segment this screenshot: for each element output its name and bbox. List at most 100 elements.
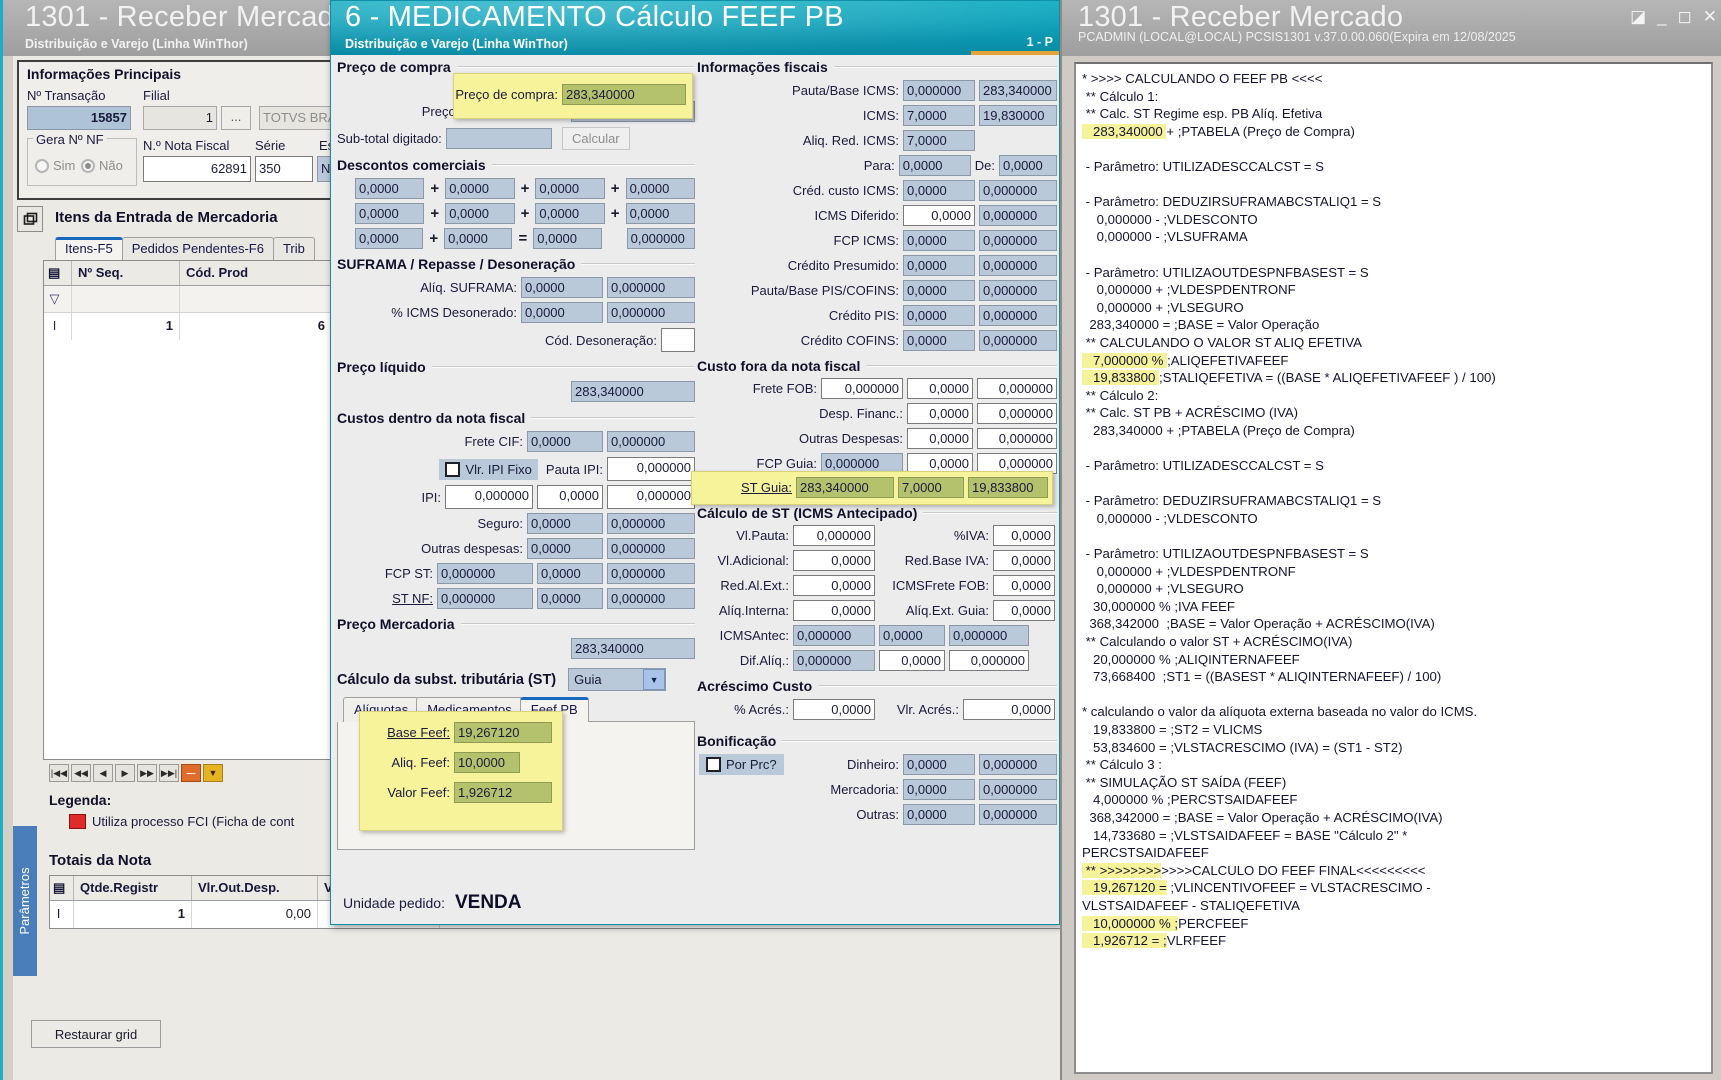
aliq-red-icms-input[interactable]: 7,0000 [903,130,975,151]
desconto-3-1-input[interactable]: 0,0000 [355,228,424,249]
tab-feef-pb[interactable]: Feef PB [519,697,589,722]
sidebar-item-parametros[interactable]: Parâmetros [13,826,37,976]
credito-cofins-input-2[interactable]: 0,000000 [979,330,1057,351]
fcp-st-input-1[interactable]: 0,000000 [437,563,533,584]
filial-input[interactable]: 1 [143,106,217,130]
desconto-1-2-input[interactable]: 0,0000 [445,178,515,199]
icms-desonerado-input-2[interactable]: 0,000000 [607,302,695,323]
icms-frete-fob-input[interactable]: 0,0000 [993,575,1055,596]
nota-fiscal-input[interactable]: 62891 [143,156,251,182]
dif-aliq-input-1[interactable]: 0,000000 [793,650,875,671]
desconto-1-4-input[interactable]: 0,0000 [625,178,695,199]
radio-sim[interactable]: Sim [35,158,75,173]
st-calc-combo[interactable]: Guia ▼ [568,668,667,691]
calculation-log-box[interactable]: * >>>> CALCULANDO O FEEF PB <<<< ** Cálc… [1074,62,1713,1074]
radio-nao[interactable]: Não [81,158,123,173]
seguro-input-1[interactable]: 0,0000 [527,513,603,534]
totais-menu-icon[interactable]: ▤ [50,876,74,900]
grid-menu-icon[interactable]: ▤ [44,261,72,285]
desconto-2-3-input[interactable]: 0,0000 [535,203,605,224]
nav-prev-button[interactable]: ◀ [93,764,113,782]
frete-fob-input-3[interactable]: 0,000000 [977,378,1057,399]
st-nf-label[interactable]: ST NF: [392,591,433,606]
vlr-ipi-fixo-checkbox[interactable]: Vlr. IPI Fixo [439,458,538,480]
tab-itens-f5[interactable]: Itens-F5 [55,237,123,260]
calcular-button[interactable]: Calcular [561,127,630,150]
aliq-feef-input[interactable]: 10,0000 [454,752,520,773]
desconto-3-3-input[interactable]: 0,0000 [533,228,602,249]
aliq-suframa-input-1[interactable]: 0,0000 [521,277,603,298]
valor-feef-input[interactable]: 1,926712 [454,782,552,803]
mercadoria-input-1[interactable]: 0,0000 [903,779,975,800]
grid-col-cod-prod[interactable]: Cód. Prod [180,261,332,285]
aliq-suframa-input-2[interactable]: 0,000000 [607,277,695,298]
minimize-icon[interactable]: _ [1657,7,1667,26]
red-al-ext-input[interactable]: 0,0000 [793,575,875,596]
close-icon[interactable]: ✕ [1702,7,1717,26]
cred-custo-icms-input-1[interactable]: 0,0000 [903,180,975,201]
base-feef-input[interactable]: 19,267120 [454,722,552,743]
outras-despesas-input-1[interactable]: 0,0000 [527,538,603,559]
fcp-icms-input-2[interactable]: 0,000000 [979,230,1057,251]
st-nf-input-2[interactable]: 0,0000 [537,588,603,609]
desconto-2-4-input[interactable]: 0,0000 [625,203,695,224]
filter-funnel-icon[interactable]: ▽ [44,286,72,312]
ipi-input-3[interactable]: 0,000000 [607,485,695,509]
nav-next-button[interactable]: ▶ [115,764,135,782]
grid-navigator[interactable]: |◀◀ ◀◀ ◀ ▶ ▶▶ ▶▶| — ▼ [49,764,225,782]
icms-input-1[interactable]: 7,0000 [903,105,975,126]
por-prc-checkbox[interactable]: Por Prc? [699,754,784,775]
serie-input[interactable]: 350 [255,156,313,182]
icms-diferido-input-1[interactable]: 0,0000 [903,205,975,226]
desconto-2-2-input[interactable]: 0,0000 [445,203,515,224]
credito-pis-input-2[interactable]: 0,000000 [979,305,1057,326]
cod-desoneracao-input[interactable] [661,328,695,352]
seguro-input-2[interactable]: 0,000000 [607,513,695,534]
credito-pis-input-1[interactable]: 0,0000 [903,305,975,326]
totais-col-out-desp[interactable]: Vlr.Out.Desp. [192,876,318,900]
fcp-st-input-3[interactable]: 0,000000 [607,563,695,584]
outras-despesas-fora-input-1[interactable]: 0,0000 [907,428,973,449]
ipi-input-2[interactable]: 0,0000 [537,485,603,509]
pct-acres-input[interactable]: 0,0000 [793,699,875,720]
restore-icon[interactable]: ◪ [1630,7,1647,26]
desp-financ-input-1[interactable]: 0,0000 [907,403,973,424]
nav-prev-page-button[interactable]: ◀◀ [71,764,91,782]
icms-antec-input-2[interactable]: 0,0000 [879,625,945,646]
nav-delete-button[interactable]: — [181,764,201,782]
st-guia-input-1[interactable]: 283,340000 [796,477,894,498]
dinheiro-input-2[interactable]: 0,000000 [979,754,1057,775]
pauta-base-pis-cofins-input-1[interactable]: 0,0000 [903,280,975,301]
callout-preco-compra-value[interactable]: 283,340000 [562,84,686,105]
desp-financ-input-2[interactable]: 0,000000 [977,403,1057,424]
cred-custo-icms-input-2[interactable]: 0,000000 [979,180,1057,201]
de-input[interactable]: 0,0000 [999,155,1057,176]
nav-first-button[interactable]: |◀◀ [49,764,69,782]
frete-cif-input-2[interactable]: 0,000000 [607,431,695,452]
pauta-base-icms-input-2[interactable]: 283,340000 [979,80,1057,101]
vl-pauta-input[interactable]: 0,000000 [793,525,875,546]
st-guia-input-2[interactable]: 7,0000 [898,477,964,498]
st-guia-input-3[interactable]: 19,833800 [968,477,1048,498]
credito-presumido-input-1[interactable]: 0,0000 [903,255,975,276]
credito-cofins-input-1[interactable]: 0,0000 [903,330,975,351]
outras-despesas-input-2[interactable]: 0,000000 [607,538,695,559]
base-feef-label[interactable]: Base Feef: [387,725,450,740]
icms-antec-input-3[interactable]: 0,000000 [949,625,1029,646]
frete-fob-input-2[interactable]: 0,0000 [907,378,973,399]
outras-bonif-input-1[interactable]: 0,0000 [903,804,975,825]
fcp-guia-input-2[interactable]: 0,0000 [907,453,973,474]
filial-browse-button[interactable]: ... [221,106,251,130]
desconto-1-1-input[interactable]: 0,0000 [355,178,425,199]
callout-st-guia-label[interactable]: ST Guia: [740,480,792,495]
frete-fob-input-1[interactable]: 0,000000 [821,378,903,399]
nav-next-page-button[interactable]: ▶▶ [137,764,157,782]
icms-diferido-input-2[interactable]: 0,000000 [979,205,1057,226]
collapse-panel-icon[interactable] [17,206,43,232]
para-input[interactable]: 0,0000 [898,155,971,176]
fcp-st-input-2[interactable]: 0,0000 [537,563,603,584]
pauta-base-pis-cofins-input-2[interactable]: 0,000000 [979,280,1057,301]
window-calculo-feef-pb[interactable]: 6 - MEDICAMENTO Cálculo FEEF PB Distribu… [330,0,1060,925]
desconto-3-2-input[interactable]: 0,0000 [444,228,513,249]
desconto-1-3-input[interactable]: 0,0000 [535,178,605,199]
